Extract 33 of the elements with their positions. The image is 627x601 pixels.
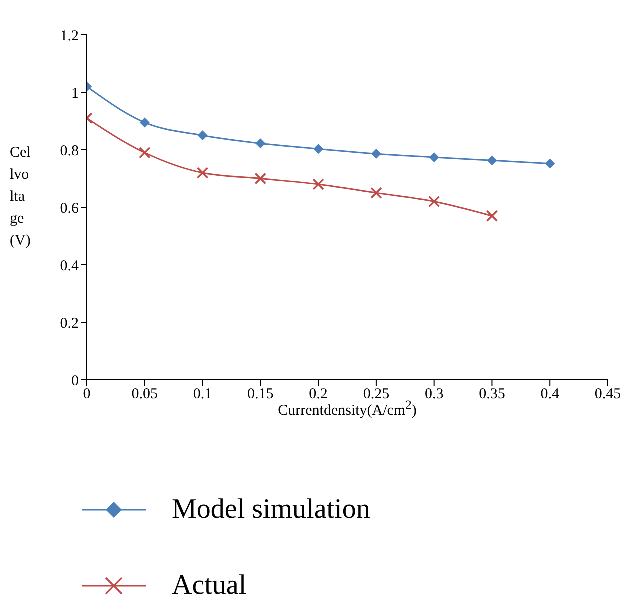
- x-tick-label: 0.15: [248, 386, 274, 403]
- point: [370, 187, 382, 200]
- point: [196, 167, 209, 179]
- x-tick-label: 0.05: [132, 386, 158, 403]
- legend-label: Model simulation: [172, 494, 370, 526]
- y-tick-label: 1: [72, 86, 79, 102]
- y-tick-label: 0: [72, 373, 79, 390]
- x-tick-label: 0.3: [424, 386, 444, 403]
- y-tick-label: 0.2: [60, 316, 79, 332]
- y-axis-title: Cellvoltage(V): [10, 144, 32, 251]
- y-tick-label: 0.4: [60, 258, 80, 274]
- point: [545, 158, 556, 169]
- point: [140, 118, 150, 128]
- x-tick-label: 0: [83, 386, 91, 403]
- x-tick-label: 0.35: [479, 386, 506, 403]
- point: [312, 178, 324, 190]
- point: [487, 156, 498, 166]
- point: [314, 144, 324, 154]
- legend-label: Actual: [172, 570, 247, 601]
- point: [486, 210, 498, 222]
- point: [198, 130, 208, 141]
- y-tick-label: 1.2: [60, 28, 79, 44]
- point: [371, 149, 382, 160]
- x-tick-label: 0.4: [540, 386, 560, 403]
- x-tick-label: 0.1: [193, 386, 212, 403]
- y-tick-label: 0.8: [60, 143, 79, 160]
- point: [256, 138, 266, 149]
- point: [138, 146, 151, 159]
- point: [254, 172, 267, 185]
- point: [429, 152, 440, 162]
- point: [428, 196, 440, 208]
- x-tick-label: 0.45: [594, 386, 622, 403]
- y-tick-label: 0.6: [60, 200, 80, 217]
